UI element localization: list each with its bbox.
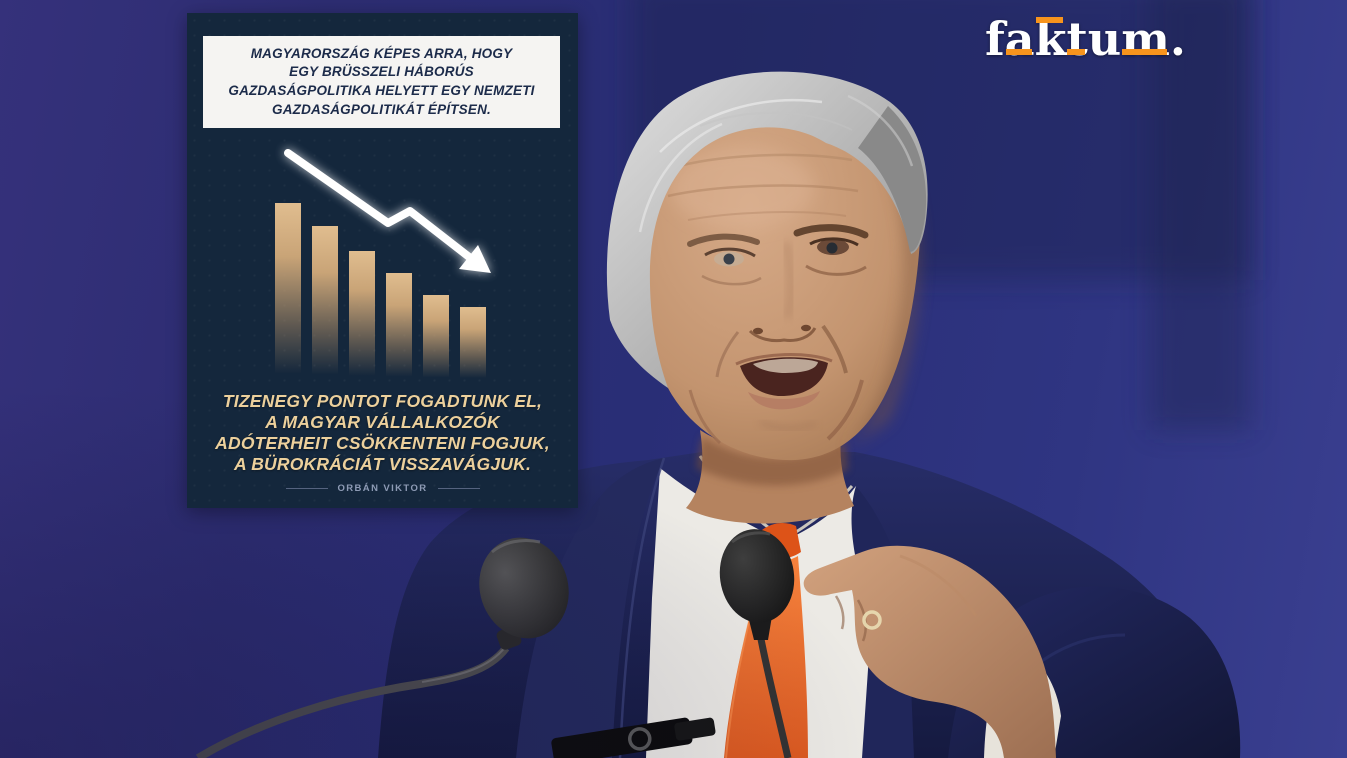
quote-line: TIZENEGY PONTOT FOGADTUNK EL,: [222, 391, 543, 411]
attribution: ORBÁN VIKTOR: [187, 483, 578, 494]
quote-line: ADÓTERHEIT CSÖKKENTENI FOGJUK,: [215, 433, 550, 453]
chart-bar: [312, 226, 338, 381]
logo-letter: m: [1121, 12, 1170, 66]
quote-text: TIZENEGY PONTOT FOGADTUNK EL, A MAGYAR VÁ…: [187, 391, 578, 475]
logo-letter: u: [1087, 12, 1121, 66]
attribution-dash-right: [437, 488, 480, 489]
face: [619, 82, 921, 461]
suit-lapel-left: [516, 458, 664, 758]
hand: [803, 545, 1056, 758]
quote-line: A MAGYAR VÁLLALKOZÓK: [265, 412, 500, 432]
headline-line: EGY BRÜSSZELI HÁBORÚS: [289, 64, 474, 80]
headline-text: MAGYARORSZÁG KÉPES ARRA, HOGY EGY BRÜSSZE…: [209, 45, 554, 120]
eye-right: [805, 237, 867, 276]
chart-bars: [275, 203, 486, 381]
logo-letter: f: [985, 12, 1005, 66]
wedding-ring: [862, 610, 882, 630]
eyebrow-right: [793, 224, 869, 239]
attribution-dash-left: [285, 488, 328, 489]
quote-card: MAGYARORSZÁG KÉPES ARRA, HOGY EGY BRÜSSZE…: [187, 13, 578, 508]
quote-line: A BÜROKRÁCIÁT VISSZAVÁGJUK.: [233, 454, 532, 474]
chart-bar: [460, 307, 486, 381]
chart-bar: [386, 273, 412, 381]
headline-line: GAZDASÁGPOLITIKA HELYETT EGY NEMZETI: [228, 83, 535, 98]
chart-bar: [275, 203, 301, 381]
logo-letter: .: [1169, 12, 1186, 66]
mic-clamp: [551, 717, 716, 758]
logo-letter: t: [1066, 12, 1087, 66]
left-microphone: [195, 537, 569, 758]
headline-line: MAGYARORSZÁG KÉPES ARRA, HOGY: [250, 45, 513, 61]
hair: [606, 71, 928, 389]
logo-letter: a: [1004, 12, 1035, 66]
eyebrow-left: [687, 233, 760, 247]
right-microphone: [719, 529, 795, 758]
mouth: [735, 353, 833, 410]
person-figure: [195, 71, 1241, 758]
headline-line: GAZDASÁGPOLITIKÁT ÉPÍTSEN.: [272, 101, 491, 117]
headline-box: MAGYARORSZÁG KÉPES ARRA, HOGY EGY BRÜSSZE…: [203, 36, 560, 128]
decline-arrow-icon: [284, 149, 491, 273]
attribution-label: ORBÁN VIKTOR: [337, 483, 428, 494]
chart-bar: [349, 251, 375, 381]
eye-left: [701, 247, 762, 286]
logo-letter: k: [1034, 12, 1067, 66]
chart-bar: [423, 295, 449, 381]
